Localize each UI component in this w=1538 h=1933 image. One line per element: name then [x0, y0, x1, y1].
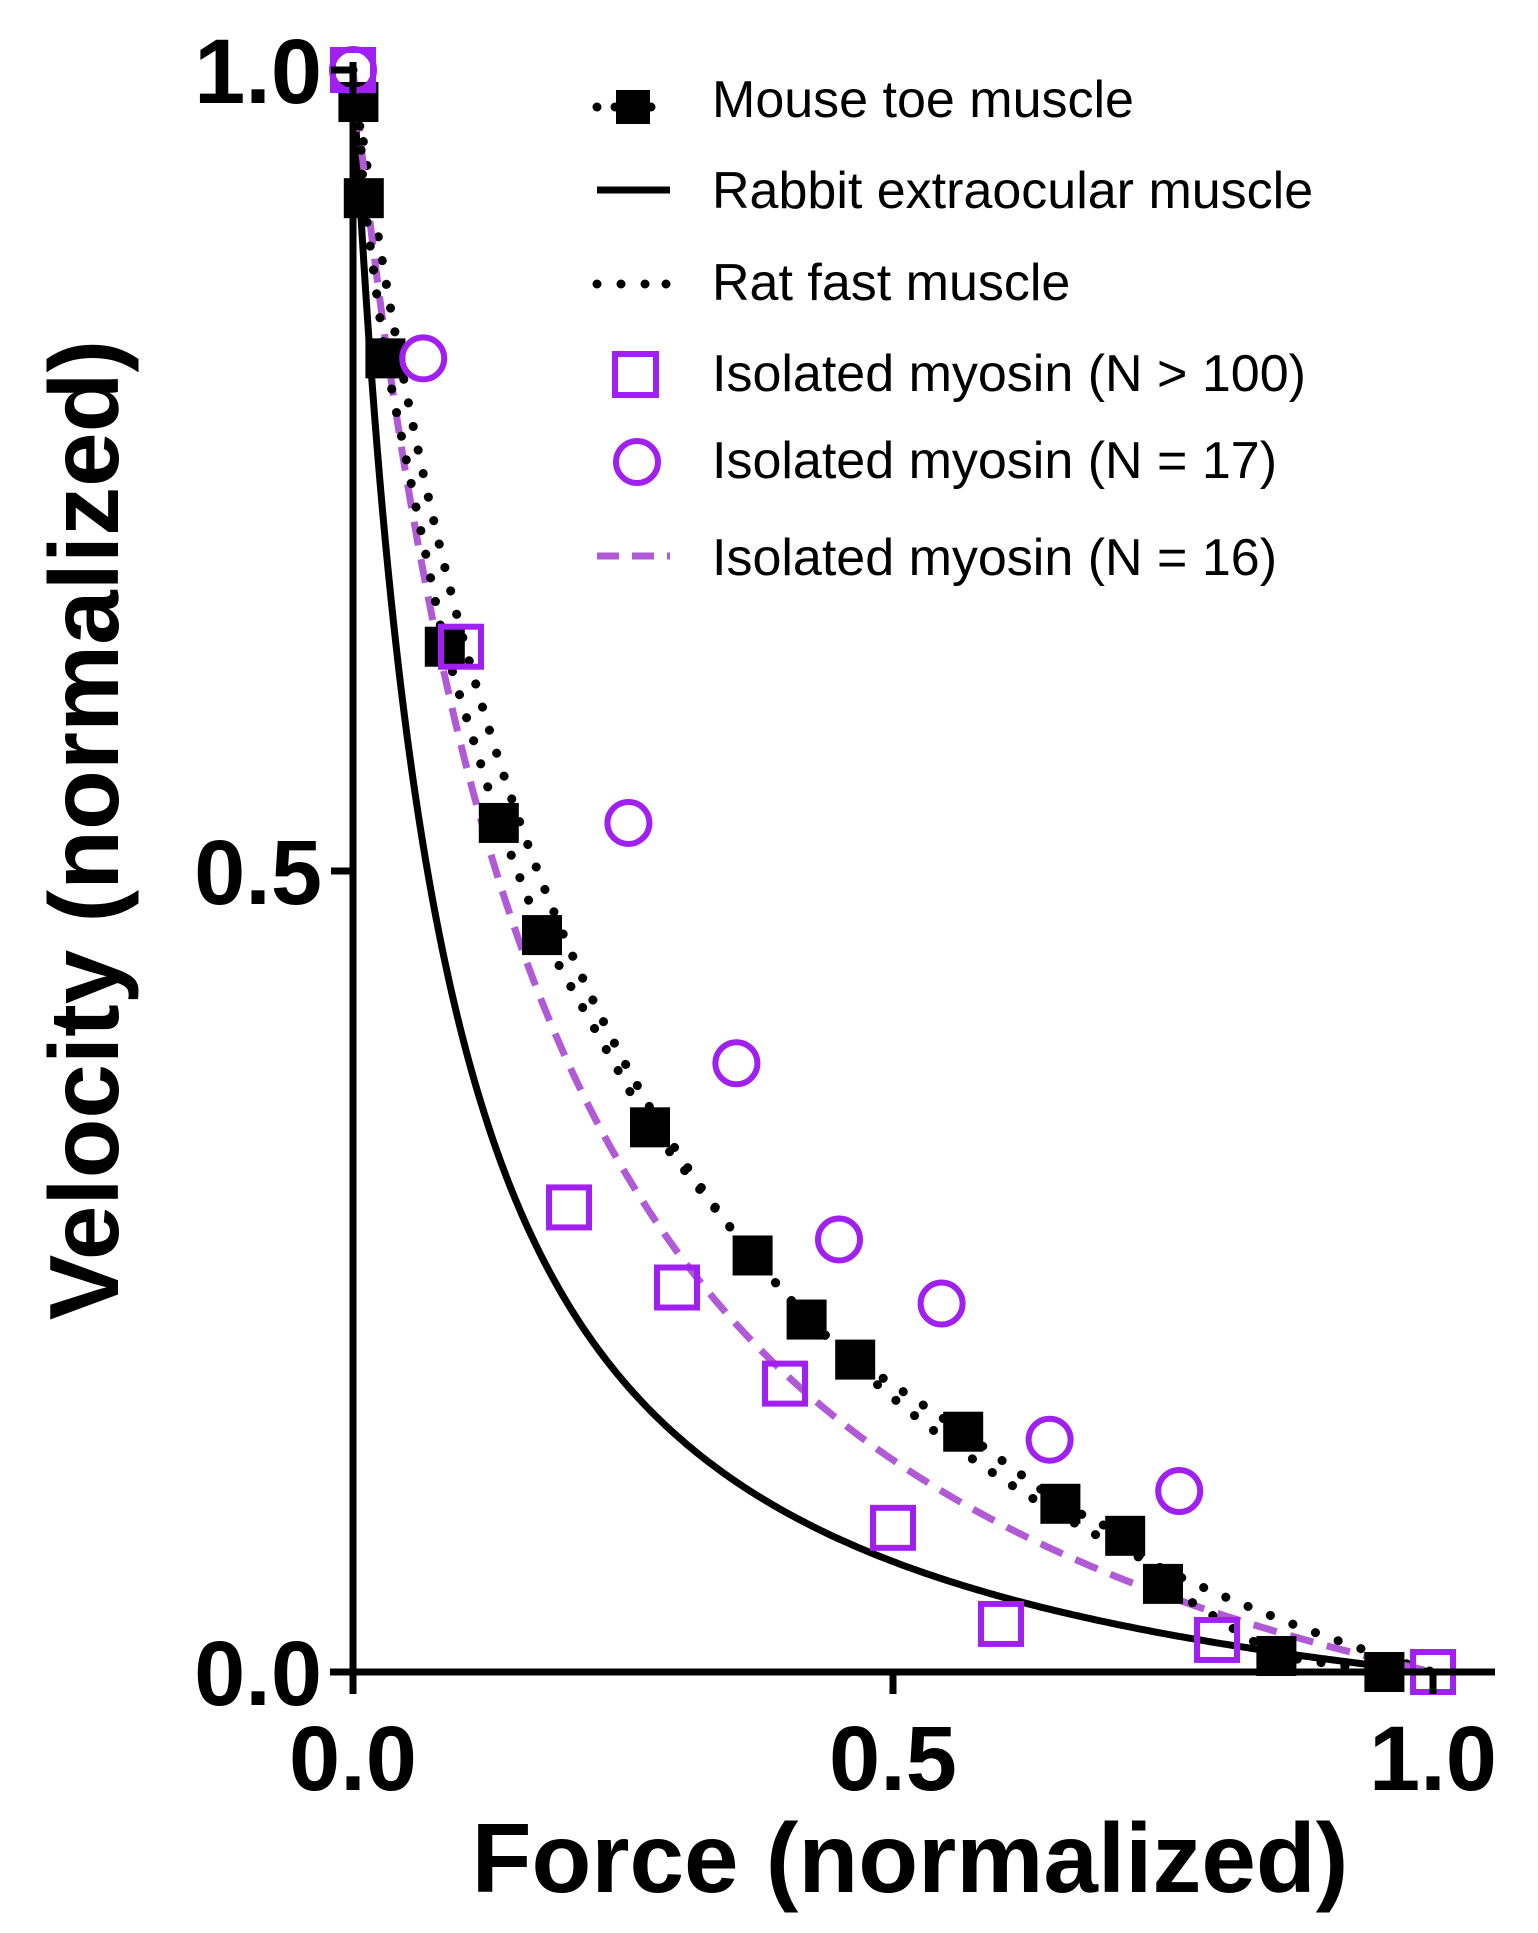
- legend-swatch-mouse: [592, 90, 656, 124]
- marker-open-circle: [1025, 1415, 1074, 1464]
- marker-open-square: [546, 1184, 592, 1231]
- marker-open-square: [438, 623, 484, 670]
- legend-label-rabbit: Rabbit extraocular muscle: [712, 162, 1313, 220]
- series-line-2: [348, 65, 1438, 1677]
- legend-item-rat: Rat fast muscle: [592, 254, 1070, 312]
- x-axis-title: Force (normalized): [472, 1803, 1349, 1913]
- series-line-1: [349, 69, 1434, 1676]
- marker-filled-square: [424, 626, 465, 667]
- marker-filled-square: [478, 802, 519, 843]
- legend-swatch-myosin-17: [613, 438, 661, 486]
- ticks: 0.0 0.5 1.0 0.0 0.5 1.0: [194, 21, 1497, 1810]
- marker-filled-square: [365, 338, 406, 379]
- y-tick-label: 0.0: [194, 1623, 322, 1725]
- legend-swatch-rat: [592, 279, 671, 289]
- legend-item-rabbit: Rabbit extraocular muscle: [597, 162, 1313, 220]
- legend-item-mouse: Mouse toe muscle: [592, 71, 1134, 129]
- marker-open-square: [870, 1504, 916, 1551]
- x-tick-label: 0.0: [289, 1708, 417, 1810]
- marker-filled-square: [835, 1339, 876, 1380]
- marker-open-square: [978, 1600, 1024, 1647]
- legend-item-myosin-16: Isolated myosin (N = 16): [597, 529, 1277, 587]
- marker-open-square: [762, 1360, 808, 1407]
- y-tick-label: 1.0: [194, 21, 322, 123]
- x-tick-label: 1.0: [1369, 1708, 1497, 1810]
- marker-filled-square: [732, 1235, 773, 1276]
- legend-label-mouse: Mouse toe muscle: [712, 71, 1134, 129]
- legend-item-myosin-17: Isolated myosin (N = 17): [613, 432, 1277, 490]
- legend-label-myosin-100: Isolated myosin (N > 100): [712, 345, 1306, 403]
- marker-open-square: [1194, 1616, 1240, 1663]
- marker-open-circle: [712, 1039, 761, 1088]
- x-tick-label: 0.5: [829, 1708, 957, 1810]
- marker-filled-square: [1105, 1515, 1146, 1556]
- marker-filled-square: [786, 1299, 827, 1340]
- y-tick-label: 0.5: [194, 822, 322, 924]
- marker-filled-square: [1143, 1563, 1183, 1604]
- legend-label-myosin-16: Isolated myosin (N = 16): [712, 529, 1277, 587]
- legend-label-myosin-17: Isolated myosin (N = 17): [712, 432, 1277, 490]
- marker-open-circle: [1155, 1466, 1204, 1515]
- legend: Mouse toe muscle Rabbit extraocular musc…: [592, 71, 1313, 587]
- series-line-5: [349, 69, 1434, 1676]
- marker-open-circle: [604, 798, 653, 847]
- axes: [330, 62, 1495, 1693]
- y-axis-title: Velocity (normalized): [29, 340, 139, 1320]
- marker-filled-square: [522, 915, 562, 956]
- marker-open-circle: [399, 334, 448, 383]
- legend-label-rat: Rat fast muscle: [712, 254, 1070, 312]
- series-line-mouse-connector: [353, 97, 1389, 1677]
- plot-lines: [348, 65, 1438, 1677]
- marker-open-circle: [917, 1279, 966, 1328]
- legend-item-myosin-100: Isolated myosin (N > 100): [612, 345, 1306, 403]
- marker-open-circle: [815, 1215, 863, 1264]
- legend-swatch-myosin-100: [612, 351, 659, 398]
- marker-filled-square: [943, 1411, 984, 1452]
- marker-filled-square: [1040, 1483, 1081, 1524]
- marker-open-square: [654, 1264, 700, 1311]
- marker-filled-square: [630, 1107, 670, 1148]
